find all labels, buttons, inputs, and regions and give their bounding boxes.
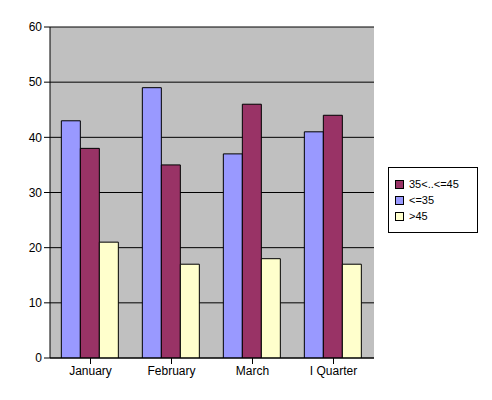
svg-text:10: 10 [29, 296, 43, 310]
svg-text:March: March [236, 364, 269, 378]
svg-text:60: 60 [29, 20, 43, 34]
svg-text:February: February [147, 364, 195, 378]
svg-text:40: 40 [29, 131, 43, 145]
svg-text:50: 50 [29, 75, 43, 89]
svg-text:30: 30 [29, 186, 43, 200]
html-text:>45: >45 [409, 210, 428, 222]
html-text:<=35: <=35 [409, 194, 435, 206]
svg-text:20: 20 [29, 241, 43, 255]
svg-text:0: 0 [35, 351, 42, 365]
html-text:35<..<=45: 35<..<=45 [409, 178, 459, 190]
svg-text:I Quarter: I Quarter [310, 364, 357, 378]
svg-text:January: January [69, 364, 112, 378]
